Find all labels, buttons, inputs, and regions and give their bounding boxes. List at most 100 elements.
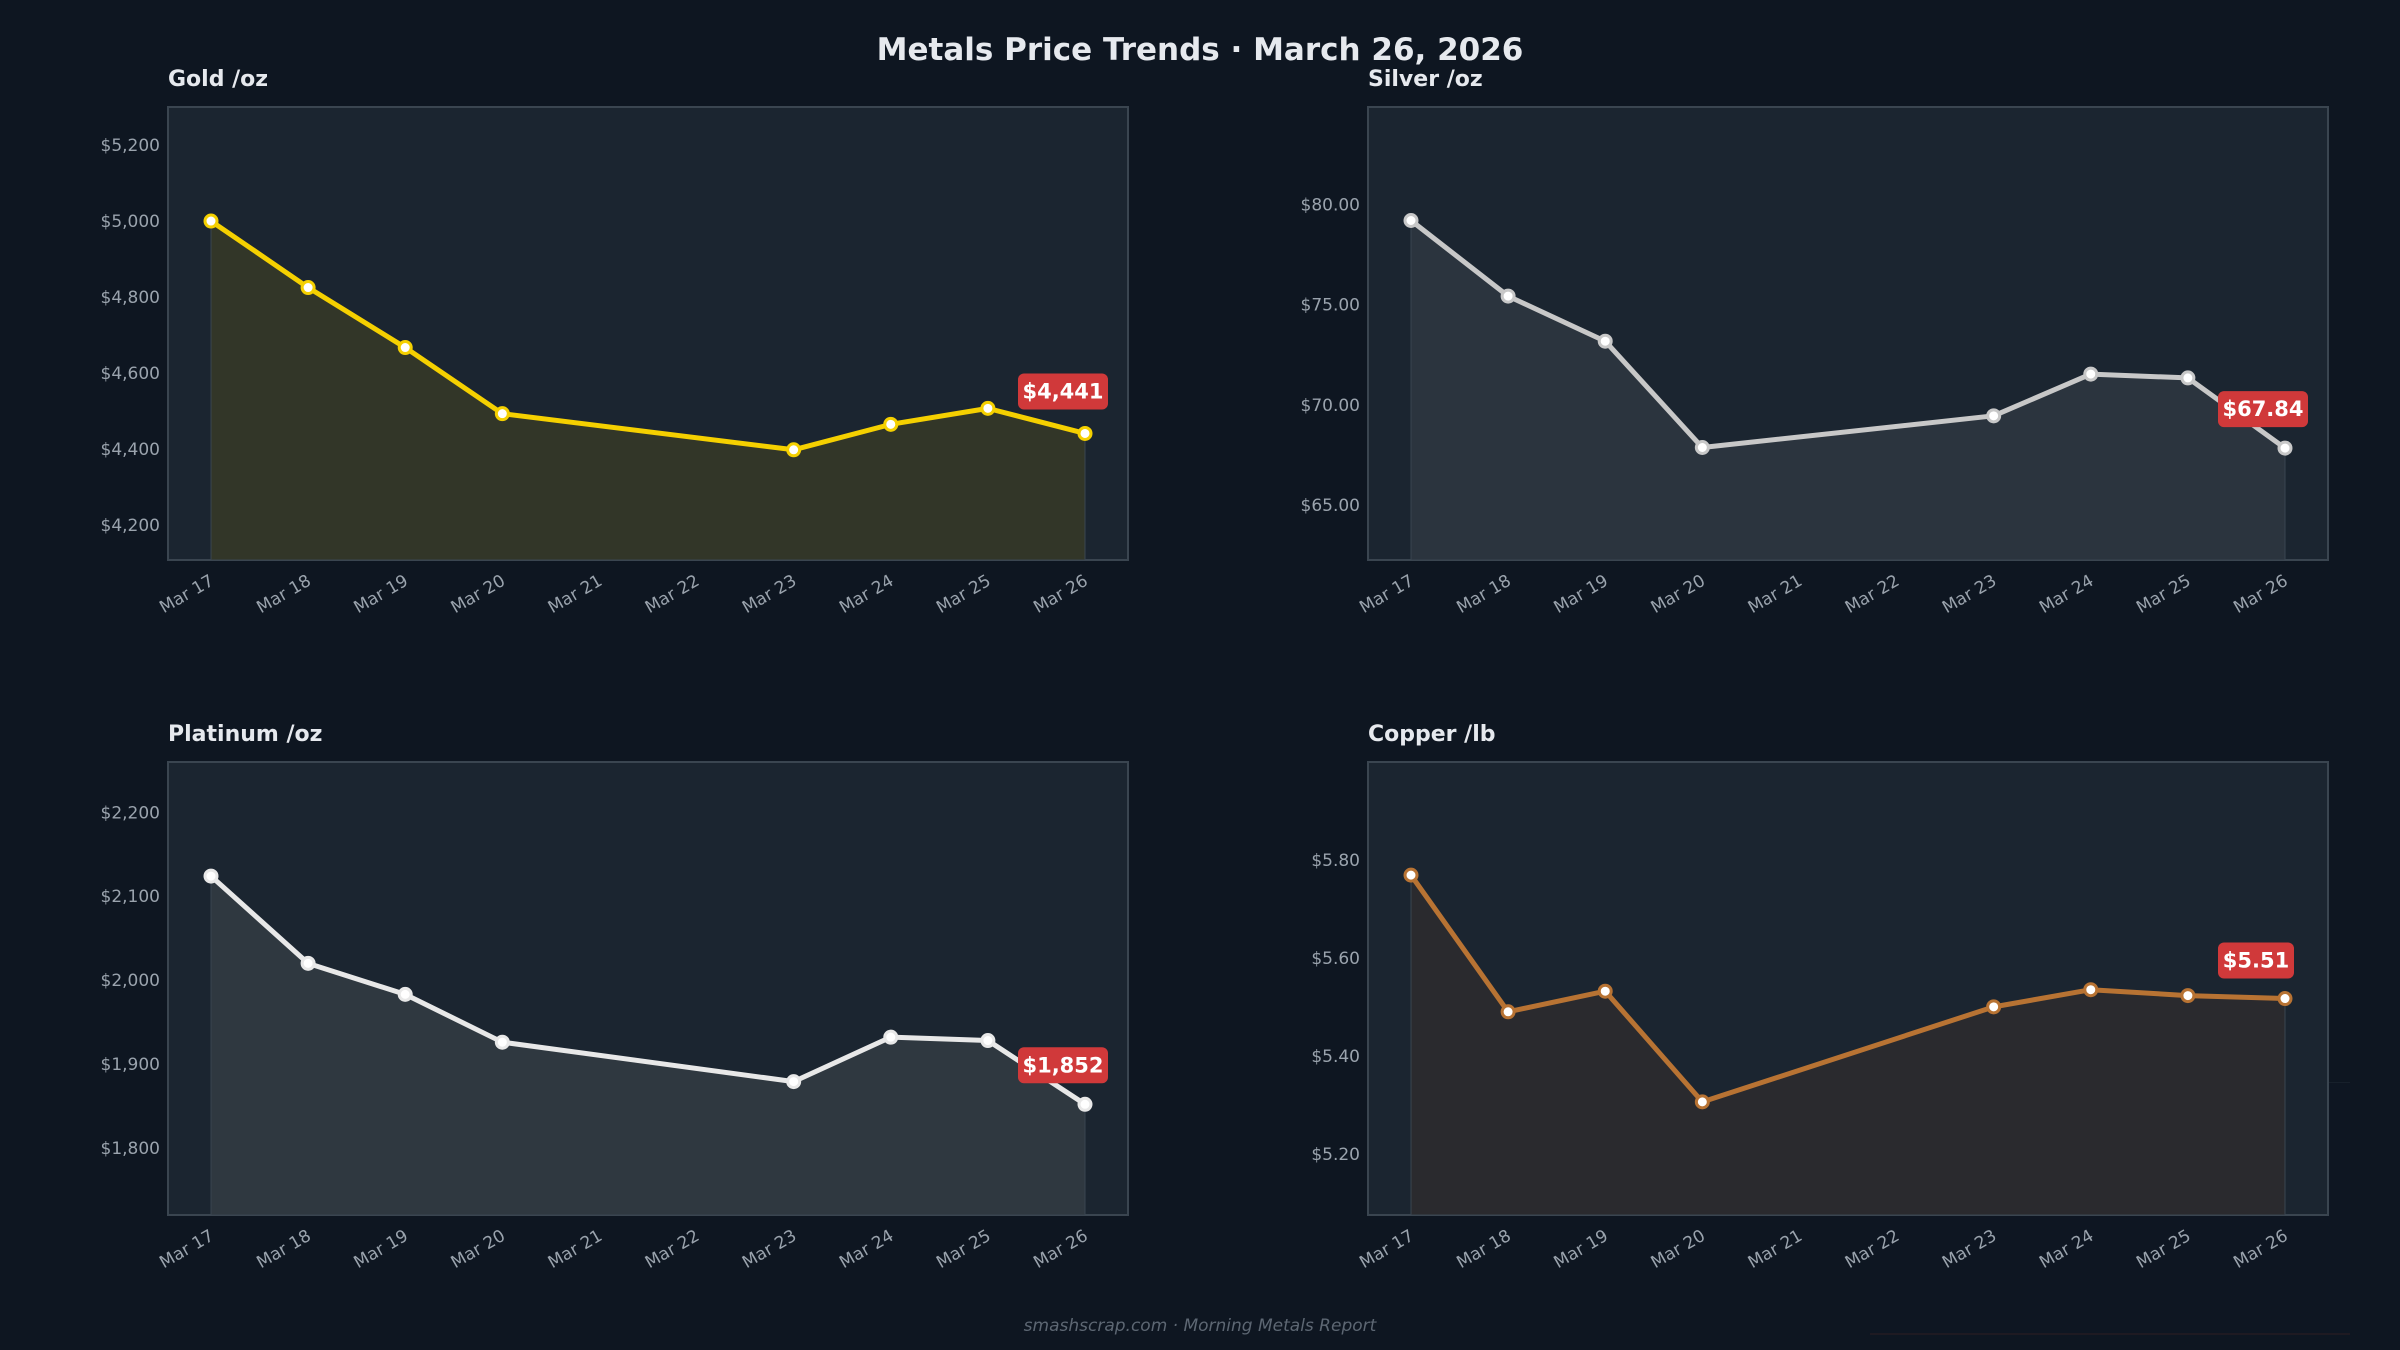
chart-title: Silver /oz: [1368, 67, 1483, 92]
x-tick-label: Mar 17: [1356, 1226, 1417, 1273]
chart-title: Gold /oz: [168, 67, 268, 92]
data-point: [494, 406, 510, 422]
y-tick-label: $4,200: [101, 516, 160, 536]
data-point: [2180, 370, 2196, 386]
page-title: Metals Price Trends · March 26, 2026: [876, 32, 1524, 68]
x-tick-label: Mar 20: [1648, 1226, 1709, 1273]
y-tick-label: $80.00: [1301, 195, 1360, 215]
last-price-label: $1,852: [1022, 1053, 1103, 1077]
x-tick-label: Mar 24: [2036, 1226, 2097, 1273]
x-tick-label: Mar 19: [1551, 1226, 1612, 1273]
data-point: [397, 340, 413, 356]
y-tick-label: $70.00: [1301, 396, 1360, 416]
data-point: [1597, 983, 1613, 999]
last-price-badge: [2218, 391, 2308, 428]
y-tick-label: $5,200: [101, 136, 160, 156]
chart-panel-platinum: Platinum /oz $1,800 $1,900 $2,000 $2,100 $2,2…: [101, 722, 1129, 1273]
x-tick-label: Mar 26: [2230, 571, 2291, 618]
x-tick-label: Mar 20: [448, 1226, 509, 1273]
data-point: [1500, 288, 1516, 304]
x-tick-label: Mar 25: [933, 1226, 994, 1273]
series-line: [1409, 218, 2287, 451]
series-line: [209, 218, 1086, 453]
x-tick-label: Mar 19: [351, 1226, 412, 1273]
y-tick-label: $65.00: [1301, 496, 1360, 516]
y-tick-label: $2,100: [101, 887, 160, 907]
y-tick-label: $1,800: [101, 1139, 160, 1159]
x-tick-label: Mar 23: [1939, 1226, 2000, 1273]
y-tick-label: $4,400: [101, 440, 160, 460]
series-line: [1408, 873, 2286, 1105]
y-tick-label: $1,900: [101, 1055, 160, 1075]
data-point: [2180, 988, 2196, 1004]
x-tick-label: Mar 18: [1453, 571, 1514, 618]
x-tick-label: Mar 23: [739, 1226, 800, 1273]
y-tick-label: $5.40: [1311, 1047, 1360, 1067]
x-tick-label: Mar 22: [1842, 1226, 1903, 1273]
chart-panel-copper: Copper /lb $5.20 $5.40 $5.60 $5.80 Mar 17 Mar …: [1311, 722, 2329, 1273]
data-point: [300, 955, 316, 971]
x-tick-label: Mar 21: [1745, 1226, 1806, 1273]
data-point: [786, 1074, 802, 1090]
data-point: [2083, 366, 2099, 382]
data-point: [494, 1034, 510, 1050]
x-tick-label: Mar 21: [545, 1226, 606, 1273]
data-point: [1694, 440, 1710, 456]
data-point: [1500, 1004, 1516, 1020]
x-tick-label: Mar 22: [642, 571, 703, 618]
data-point: [1403, 867, 1419, 883]
y-tick-label: $5.80: [1311, 851, 1360, 871]
data-point: [203, 213, 219, 229]
last-price-label: $67.84: [2222, 397, 2303, 421]
y-tick-label: $2,200: [101, 803, 160, 823]
x-tick-label: Mar 19: [351, 571, 412, 618]
chart-panel-gold: Gold /oz $4,200 $4,400 $4,600 $4,800 $5,000 $5…: [101, 67, 1129, 618]
data-point: [1986, 408, 2002, 424]
x-tick-label: Mar 22: [1842, 571, 1903, 618]
data-point: [203, 868, 219, 884]
last-price-label: $5.51: [2223, 949, 2289, 973]
x-tick-label: Mar 25: [2133, 1226, 2194, 1273]
last-price-badge: [1018, 1047, 1108, 1084]
x-tick-label: Mar 23: [739, 571, 800, 618]
data-point: [883, 416, 899, 432]
x-tick-label: Mar 23: [1939, 571, 2000, 618]
x-tick-label: Mar 21: [1745, 571, 1806, 618]
data-point: [2277, 440, 2293, 456]
x-tick-label: Mar 25: [933, 571, 994, 618]
y-tick-label: $5,000: [101, 212, 160, 232]
x-tick-label: Mar 17: [1356, 571, 1417, 618]
x-tick-label: Mar 22: [642, 1226, 703, 1273]
data-point: [2277, 991, 2293, 1007]
data-point: [1077, 425, 1093, 441]
chart-panel-silver: Silver /oz $65.00 $70.00 $75.00 $80.00 Mar 17…: [1301, 67, 2329, 618]
x-tick-label: Mar 20: [448, 571, 509, 618]
x-tick-label: Mar 26: [1030, 571, 1091, 618]
data-point: [883, 1029, 899, 1045]
x-tick-label: Mar 18: [1453, 1226, 1514, 1273]
x-tick-label: Mar 18: [253, 571, 314, 618]
data-point: [1597, 333, 1613, 349]
data-point: [1986, 999, 2002, 1015]
x-tick-label: Mar 19: [1551, 571, 1612, 618]
x-tick-label: Mar 26: [1030, 1226, 1091, 1273]
last-price-badge: [2218, 942, 2294, 979]
data-point: [980, 1033, 996, 1049]
last-price-badge: [1018, 373, 1108, 410]
series-line: [209, 874, 1087, 1107]
y-tick-label: $5.20: [1311, 1145, 1360, 1165]
y-tick-label: $4,800: [101, 288, 160, 308]
data-point: [300, 280, 316, 296]
data-point: [1694, 1094, 1710, 1110]
x-tick-label: Mar 18: [253, 1226, 314, 1273]
chart-title: Platinum /oz: [168, 722, 322, 747]
x-tick-label: Mar 26: [2230, 1226, 2291, 1273]
data-point: [980, 400, 996, 416]
footer-credit: smashscrap.com · Morning Metals Report: [1023, 1316, 1377, 1336]
x-tick-label: Mar 17: [156, 571, 217, 618]
x-tick-label: Mar 24: [2036, 571, 2097, 618]
y-tick-label: $2,000: [101, 971, 160, 991]
y-tick-label: $5.60: [1311, 949, 1360, 969]
data-point: [1077, 1096, 1093, 1112]
